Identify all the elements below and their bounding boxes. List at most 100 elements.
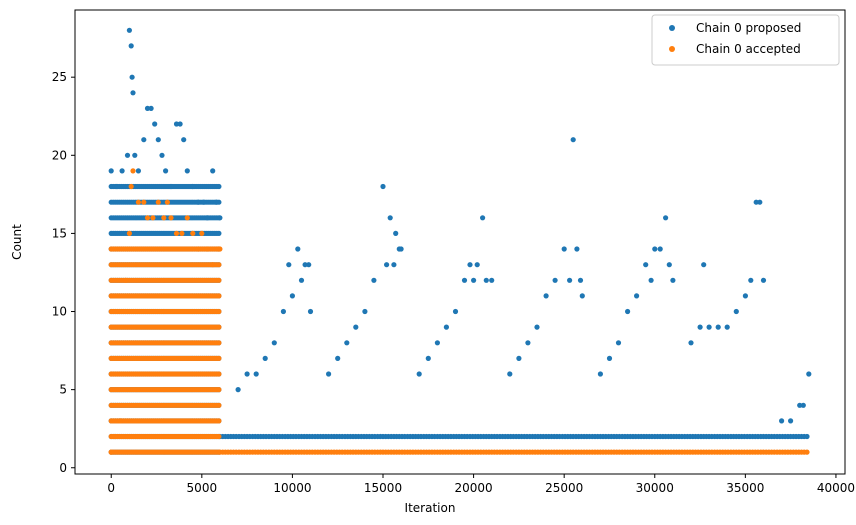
data-point-proposed — [152, 121, 158, 127]
data-point-accepted — [164, 199, 170, 205]
data-point-accepted — [195, 246, 201, 252]
data-point-proposed — [706, 324, 712, 330]
data-point-accepted — [184, 215, 190, 221]
data-point-proposed — [184, 168, 190, 174]
data-point-proposed — [216, 230, 222, 236]
data-point-accepted — [130, 168, 136, 174]
legend-label-accepted: Chain 0 accepted — [696, 42, 801, 56]
data-point-proposed — [384, 262, 390, 268]
data-point-proposed — [177, 121, 183, 127]
data-point-proposed — [516, 355, 522, 361]
data-point-proposed — [733, 308, 739, 315]
data-point-accepted — [108, 449, 114, 455]
data-point-proposed — [244, 371, 250, 377]
data-point-proposed — [760, 277, 767, 283]
data-point-proposed — [253, 371, 259, 377]
data-point-accepted — [112, 433, 118, 440]
data-point-proposed — [114, 183, 120, 190]
data-point-proposed — [577, 277, 584, 283]
data-point-accepted — [155, 199, 161, 205]
data-point-proposed — [701, 262, 707, 268]
data-point-proposed — [467, 262, 473, 268]
data-point-accepted — [204, 246, 210, 252]
data-point-proposed — [398, 246, 404, 252]
data-point-accepted — [141, 199, 147, 205]
data-point-proposed — [181, 137, 187, 143]
data-point-proposed — [217, 215, 223, 221]
data-point-proposed — [670, 277, 676, 283]
data-point-proposed — [163, 168, 169, 174]
data-point-proposed — [797, 402, 803, 408]
data-point-proposed — [666, 262, 672, 268]
data-point-proposed — [625, 308, 631, 315]
data-point-proposed — [534, 324, 540, 330]
data-point-proposed — [474, 262, 480, 268]
data-point-proposed — [579, 293, 585, 299]
data-point-proposed — [289, 293, 295, 299]
data-point-proposed — [648, 277, 654, 283]
x-tick-label: 35000 — [726, 481, 764, 495]
data-point-proposed — [144, 105, 151, 111]
data-point-proposed — [335, 355, 341, 361]
data-point-proposed — [298, 277, 305, 283]
data-point-proposed — [525, 340, 531, 346]
data-point-proposed — [634, 293, 640, 299]
data-point-accepted — [216, 387, 222, 393]
data-point-proposed — [800, 402, 806, 408]
data-point-proposed — [235, 387, 241, 393]
data-point-proposed — [213, 199, 219, 205]
y-tick-label: 25 — [52, 70, 67, 84]
data-point-accepted — [123, 277, 129, 283]
x-tick-label: 30000 — [636, 481, 674, 495]
data-point-proposed — [271, 340, 277, 346]
data-point-accepted — [216, 293, 222, 299]
data-point-accepted — [135, 199, 141, 205]
data-point-proposed — [295, 246, 301, 252]
data-point-accepted — [216, 433, 222, 440]
data-point-proposed — [387, 215, 393, 221]
data-point-proposed — [353, 324, 359, 330]
data-point-accepted — [199, 230, 205, 236]
data-point-proposed — [804, 433, 810, 440]
data-point-accepted — [190, 230, 196, 236]
data-point-accepted — [179, 230, 185, 236]
data-point-proposed — [168, 183, 174, 190]
y-axis: 0 5 10 15 20 25 — [52, 70, 75, 475]
data-point-proposed — [204, 215, 210, 221]
data-point-proposed — [129, 74, 135, 80]
data-point-proposed — [461, 277, 468, 283]
data-point-proposed — [806, 371, 812, 377]
data-point-proposed — [216, 183, 222, 190]
data-point-proposed — [489, 277, 495, 283]
data-point-proposed — [724, 324, 730, 330]
data-point-accepted — [216, 355, 222, 361]
x-tick-label: 20000 — [454, 481, 492, 495]
data-point-proposed — [286, 262, 292, 268]
data-point-proposed — [567, 277, 573, 283]
data-point-proposed — [443, 324, 449, 330]
data-point-proposed — [173, 121, 180, 127]
data-point-proposed — [306, 262, 312, 268]
x-tick-label: 15000 — [364, 481, 402, 495]
data-point-proposed — [302, 262, 308, 268]
data-point-accepted — [216, 262, 222, 268]
data-point-proposed — [543, 293, 549, 299]
x-axis: 0 5000 10000 15000 20000 25000 30000 35000 40000 — [107, 474, 855, 495]
legend-marker-accepted — [669, 46, 675, 52]
data-point-proposed — [307, 308, 314, 315]
data-point-proposed — [391, 262, 397, 268]
axes-frame — [74, 9, 846, 475]
data-point-proposed — [159, 152, 165, 158]
data-point-proposed — [262, 355, 268, 361]
x-axis-label: Iteration — [405, 501, 456, 515]
data-point-proposed — [326, 371, 332, 377]
data-point-proposed — [280, 308, 286, 315]
data-point-accepted — [210, 262, 216, 268]
legend-marker-proposed — [669, 25, 675, 31]
data-point-proposed — [574, 246, 580, 252]
data-point-proposed — [416, 371, 422, 377]
x-tick-label: 0 — [107, 481, 115, 495]
data-point-proposed — [119, 168, 125, 174]
x-tick-label: 25000 — [545, 481, 583, 495]
data-point-proposed — [195, 199, 201, 205]
